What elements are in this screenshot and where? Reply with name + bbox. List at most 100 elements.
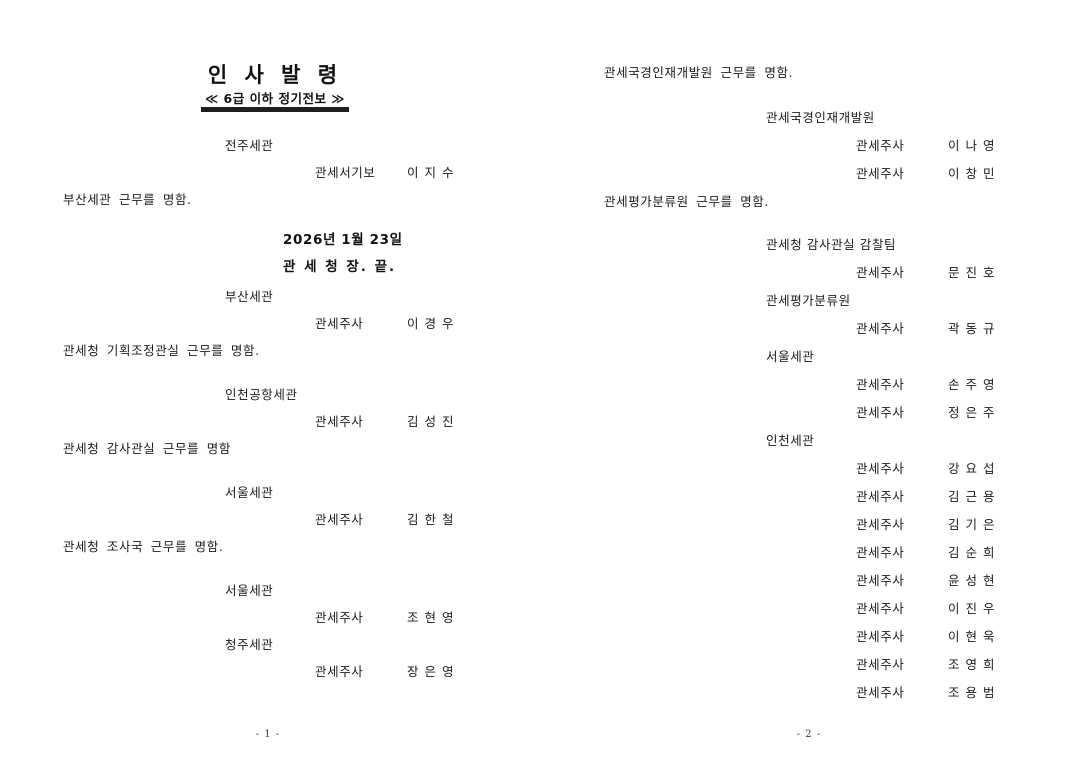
appointment-line: 관세주사 김 한 철 [63,506,503,533]
rank-label: 관세주사 [315,316,364,331]
rank-label: 관세주사 [856,461,905,476]
rank-label: 관세서기보 [315,165,376,180]
appointment-line: 관세주사 곽 동 규 [604,315,1044,343]
rank-label: 관세주사 [856,166,905,181]
appointment-line: 관세주사 이 창 민 [604,160,1044,188]
rank-label: 관세주사 [856,405,905,420]
rank-label: 관세주사 [856,265,905,280]
person-name: 김 한 철 [407,512,455,527]
page-2-body: 관세국경인재개발원 근무를 명함. 관세국경인재개발원 관세주사 이 나 영 관세주사 이… [604,0,1044,707]
action-sentence: 관세국경인재개발원 근무를 명함. [604,65,794,80]
rank-label: 관세주사 [315,664,364,679]
person-name: 정 은 주 [948,405,996,420]
office-line: 관세국경인재개발원 [766,110,875,125]
person-name: 장 은 영 [407,664,455,679]
person-name: 이 현 욱 [948,629,996,644]
action-sentence: 관세평가분류원 근무를 명함. [604,194,769,209]
person-name: 조 현 영 [407,610,455,625]
rank-label: 관세주사 [315,610,364,625]
office-line: 관세평가분류원 [766,293,851,308]
rank-label: 관세주사 [856,657,905,672]
person-name: 조 영 희 [948,657,996,672]
date-line: 2026년 1월 23일 [283,232,403,248]
person-name: 윤 성 현 [948,573,996,588]
action-sentence: 관세청 감사관실 근무를 명함 [63,441,231,456]
office-line: 전주세관 [225,138,274,153]
person-name: 곽 동 규 [948,321,996,336]
rank-label: 관세주사 [856,601,905,616]
person-name: 이 경 우 [407,316,455,331]
signer-line: 관 세 청 장. 끝. [283,259,397,275]
office-line: 관세청 감사관실 감찰팀 [766,237,897,252]
office-line: 청주세관 [225,637,274,652]
entry-block: 관세청 감사관실 감찰팀 관세주사 문 진 호 관세평가분류원 관세주사 곽 동 규 서울세… [604,231,1044,707]
entry-block: 관세국경인재개발원 관세주사 이 나 영 관세주사 이 창 민 관세평가분류원 근무를 명… [604,104,1044,216]
office-line: 인천공항세관 [225,387,298,402]
page-number-1: - 1 - [255,729,281,740]
appointment-line: 관세서기보 이 지 수 [63,159,503,186]
office-line: 인천세관 [766,433,815,448]
person-name: 손 주 영 [948,377,996,392]
entry-block: 관세국경인재개발원 근무를 명함. [604,59,1044,87]
person-name: 이 창 민 [948,166,996,181]
office-line: 서울세관 [225,583,274,598]
page-2: 관세국경인재개발원 근무를 명함. 관세국경인재개발원 관세주사 이 나 영 관세주사 이… [604,0,1044,764]
person-name: 김 기 은 [948,517,996,532]
person-name: 강 요 섭 [948,461,996,476]
office-line: 부산세관 [225,289,274,304]
appointment-line: 관세주사 김 근 용 [604,483,1044,511]
person-name: 김 근 용 [948,489,996,504]
person-name: 문 진 호 [948,265,996,280]
appointment-line: 관세주사 조 현 영 [63,604,503,631]
rank-label: 관세주사 [856,377,905,392]
appointment-line: 관세주사 조 용 범 [604,679,1044,707]
rank-label: 관세주사 [856,489,905,504]
person-name: 이 나 영 [948,138,996,153]
rank-label: 관세주사 [856,685,905,700]
appointment-line: 관세주사 정 은 주 [604,399,1044,427]
office-line: 서울세관 [225,485,274,500]
page-number-2: - 2 - [796,729,822,740]
action-sentence: 관세청 기획조정관실 근무를 명함. [63,343,260,358]
rank-label: 관세주사 [856,321,905,336]
person-name: 이 지 수 [407,165,455,180]
person-name: 김 순 희 [948,545,996,560]
appointment-line: 관세주사 강 요 섭 [604,455,1044,483]
appointment-line: 관세주사 김 순 희 [604,539,1044,567]
rank-label: 관세주사 [856,138,905,153]
person-name: 이 진 우 [948,601,996,616]
appointment-line: 관세주사 이 현 욱 [604,623,1044,651]
appointment-line: 관세주사 조 영 희 [604,651,1044,679]
rank-label: 관세주사 [856,545,905,560]
appointment-line: 관세주사 이 경 우 [63,310,503,337]
action-sentence: 부산세관 근무를 명함. [63,192,192,207]
doc-title: 인 사 발 령 [207,63,343,87]
office-line: 서울세관 [766,349,815,364]
person-name: 김 성 진 [407,414,455,429]
person-name: 조 용 범 [948,685,996,700]
rank-label: 관세주사 [856,517,905,532]
rank-label: 관세주사 [315,414,364,429]
doc-subtitle: ≪ 6급 이하 정기전보 ≫ [205,91,345,106]
appointment-line: 관세주사 이 나 영 [604,132,1044,160]
appointment-line: 관세주사 김 성 진 [63,408,503,435]
rank-label: 관세주사 [856,629,905,644]
appointment-line: 관세주사 윤 성 현 [604,567,1044,595]
action-sentence: 관세청 조사국 근무를 명함. [63,539,224,554]
appointment-line: 관세주사 이 진 우 [604,595,1044,623]
appointment-line: 관세주사 장 은 영 [63,658,503,685]
appointment-line: 관세주사 손 주 영 [604,371,1044,399]
rank-label: 관세주사 [856,573,905,588]
appointment-line: 관세주사 김 기 은 [604,511,1044,539]
rank-label: 관세주사 [315,512,364,527]
